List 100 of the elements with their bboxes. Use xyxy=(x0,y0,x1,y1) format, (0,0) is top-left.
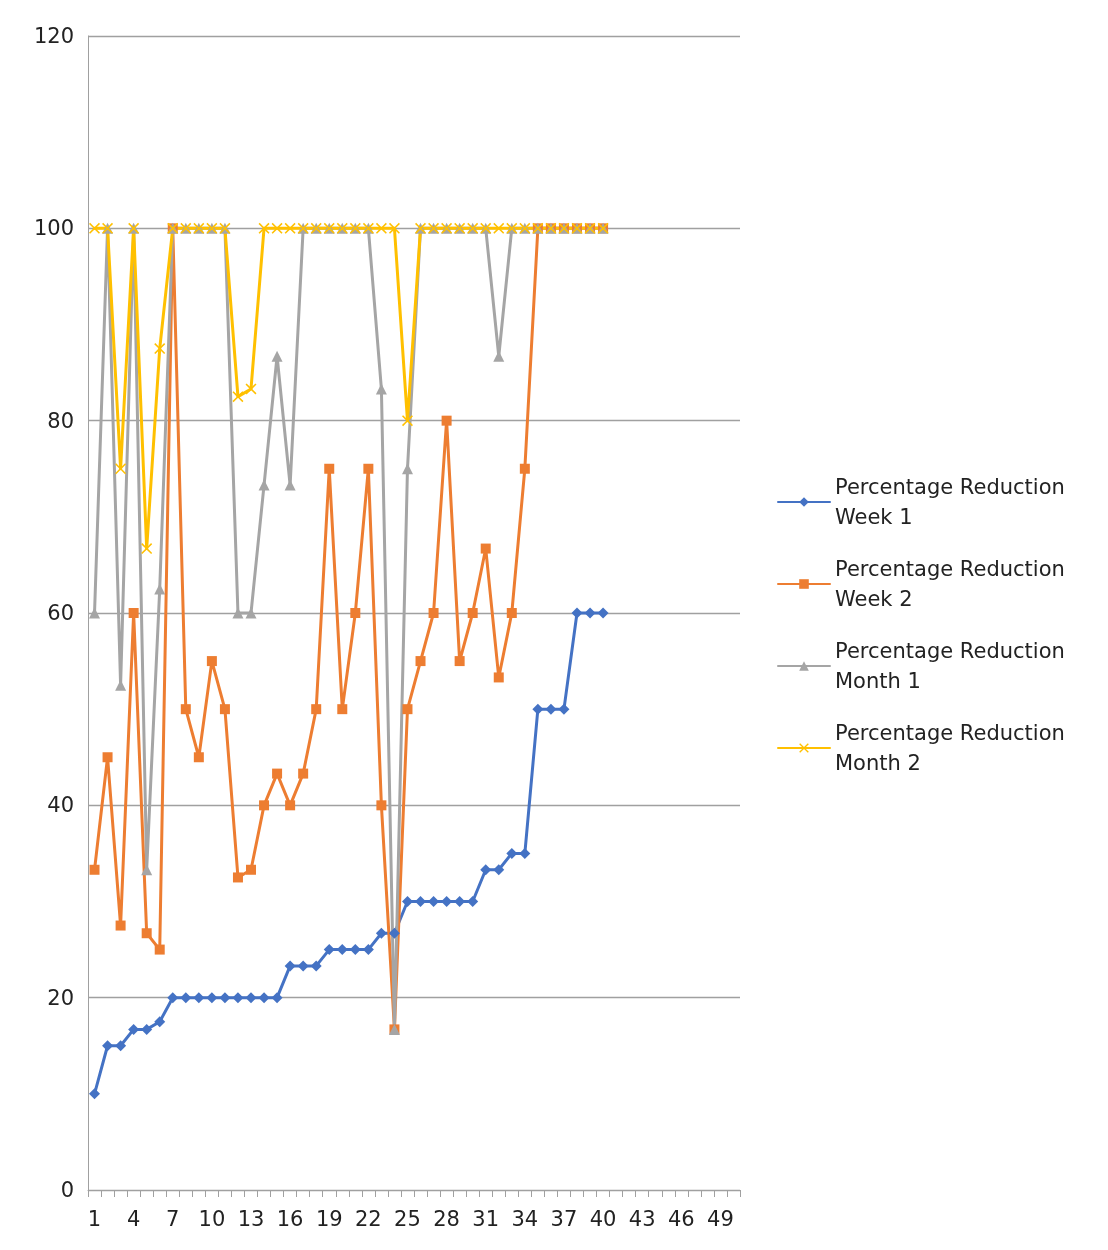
point xyxy=(337,704,348,715)
point xyxy=(89,864,100,875)
point xyxy=(285,800,296,811)
x-tick-label: 46 xyxy=(667,1206,695,1231)
point xyxy=(128,608,139,618)
point xyxy=(388,927,400,939)
x-tick-label: 28 xyxy=(433,1206,460,1231)
legend-label: Percentage Reduction Month 1 xyxy=(835,639,1072,693)
point xyxy=(258,992,270,1004)
point xyxy=(363,463,374,474)
x-tick-label: 40 xyxy=(589,1206,617,1231)
x-tick-label: 37 xyxy=(550,1206,578,1231)
x-tick-label: 43 xyxy=(628,1206,656,1231)
legend-label: Percentage Reduction Week 2 xyxy=(835,557,1072,611)
x-tick-label: 16 xyxy=(276,1206,304,1231)
point xyxy=(375,927,387,939)
point xyxy=(584,607,596,619)
point xyxy=(558,703,570,715)
point xyxy=(219,704,230,715)
point xyxy=(259,800,270,811)
point xyxy=(115,463,127,475)
point xyxy=(401,415,413,427)
point xyxy=(245,383,257,395)
point xyxy=(258,222,270,234)
point xyxy=(154,944,165,955)
legend-label: Percentage Reduction Week 1 xyxy=(835,475,1072,529)
point xyxy=(441,415,452,426)
point xyxy=(480,543,491,554)
x-tick-label: 4 xyxy=(126,1206,141,1231)
y-tick-label: 80 xyxy=(47,408,74,433)
point xyxy=(154,1016,166,1028)
point xyxy=(193,752,204,763)
point xyxy=(89,222,101,234)
point xyxy=(232,872,243,883)
point xyxy=(232,391,244,403)
point xyxy=(141,1023,153,1035)
x-tick-label: 34 xyxy=(511,1206,539,1231)
point xyxy=(375,222,387,234)
point xyxy=(206,656,217,667)
x-tick-label: 49 xyxy=(707,1206,734,1231)
point xyxy=(493,864,505,876)
point xyxy=(180,992,192,1004)
point xyxy=(167,992,179,1004)
point xyxy=(350,608,361,618)
point xyxy=(454,656,465,667)
point xyxy=(388,222,400,234)
y-tick-label: 40 xyxy=(47,793,74,818)
point xyxy=(102,752,113,763)
point xyxy=(246,864,256,875)
point xyxy=(571,607,583,619)
point xyxy=(193,992,205,1004)
point xyxy=(402,704,413,715)
point xyxy=(272,768,283,779)
point xyxy=(232,992,244,1004)
point xyxy=(415,656,426,667)
y-tick-label: 0 xyxy=(60,1178,74,1202)
y-tick-label: 60 xyxy=(47,601,74,625)
x-tick-label: 1 xyxy=(87,1206,102,1231)
point xyxy=(206,992,218,1004)
point xyxy=(284,222,296,234)
point xyxy=(428,608,439,618)
point xyxy=(506,608,517,618)
point xyxy=(141,543,153,555)
point xyxy=(311,704,322,715)
y-tick-label: 100 xyxy=(33,216,74,241)
point xyxy=(519,463,530,474)
point xyxy=(115,1040,127,1052)
point xyxy=(324,463,335,474)
x-tick-label: 19 xyxy=(315,1206,343,1231)
point xyxy=(154,343,166,355)
point xyxy=(298,768,309,779)
x-tick-label: 10 xyxy=(198,1206,226,1231)
point xyxy=(271,992,283,1004)
point xyxy=(467,896,479,907)
point xyxy=(376,800,387,811)
point xyxy=(245,992,257,1004)
point xyxy=(545,703,557,715)
x-tick-label: 25 xyxy=(394,1206,421,1231)
point xyxy=(115,920,126,931)
point xyxy=(271,222,283,234)
point xyxy=(141,928,152,939)
point xyxy=(493,222,505,234)
y-tick-label: 120 xyxy=(33,24,74,48)
point xyxy=(467,608,478,618)
x-tick-label: 7 xyxy=(166,1206,180,1231)
x-tick-label: 22 xyxy=(354,1206,382,1231)
x-tick-label: 13 xyxy=(237,1206,265,1231)
point xyxy=(401,896,413,907)
point xyxy=(284,960,296,972)
x-tick-label: 31 xyxy=(472,1206,500,1231)
legend-label: Percentage Reduction Month 2 xyxy=(835,721,1072,775)
point xyxy=(532,703,544,715)
y-tick-label: 20 xyxy=(47,985,74,1010)
point xyxy=(597,607,609,619)
point xyxy=(180,704,191,715)
point xyxy=(493,672,504,683)
point xyxy=(89,1088,101,1100)
point xyxy=(271,350,283,362)
point xyxy=(219,992,231,1004)
point xyxy=(297,960,309,972)
